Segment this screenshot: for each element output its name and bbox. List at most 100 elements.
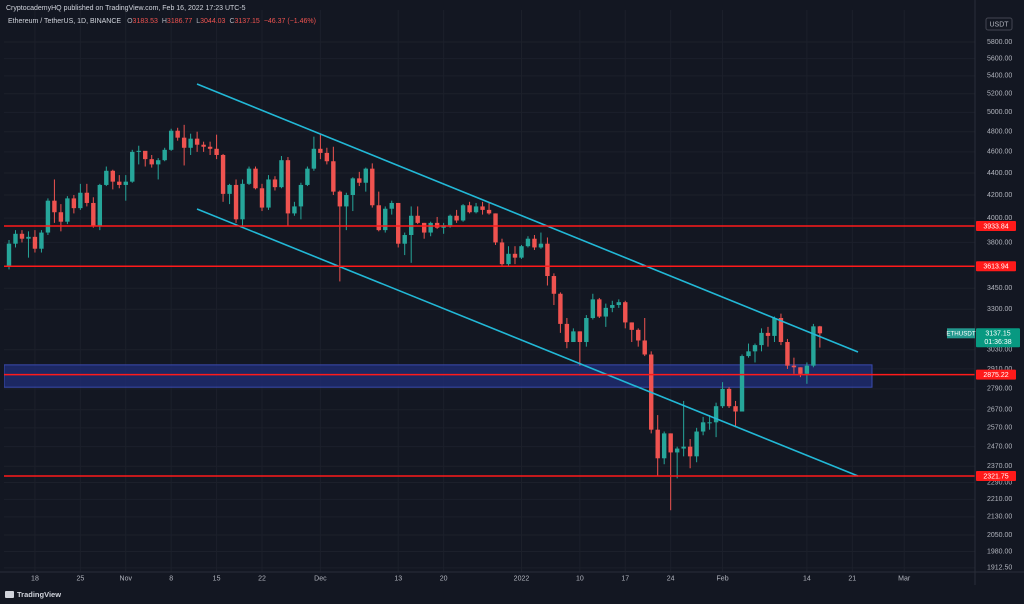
candle-body <box>91 202 96 227</box>
candle-body <box>421 222 427 233</box>
candle-body <box>694 431 699 457</box>
y-tick-label: 4200.00 <box>987 192 1012 199</box>
candle-body <box>272 179 278 188</box>
candle-body <box>454 215 459 221</box>
publisher: CryptocademyHQ published on TradingView.… <box>6 5 246 12</box>
channel-upper <box>196 83 859 353</box>
candle-body <box>370 168 375 206</box>
candle-body <box>305 168 310 185</box>
legend-key: L <box>196 18 200 25</box>
candle-body <box>389 202 394 209</box>
candle-body <box>558 293 563 324</box>
candle-body <box>19 233 25 239</box>
candle-body <box>78 192 83 209</box>
y-tick-label: 2790.00 <box>987 386 1012 393</box>
candle-body <box>480 206 485 210</box>
symbol-label: ETHUSDT <box>946 330 975 337</box>
candle-body <box>58 212 64 222</box>
candle-body <box>707 422 712 424</box>
y-tick-label: 4000.00 <box>987 215 1012 222</box>
candle-body <box>344 194 349 207</box>
legend: Ethereum / TetherUS, 1D, BINANCE O3183.53… <box>8 18 316 25</box>
candle-body <box>817 326 823 334</box>
candle-body <box>156 160 161 165</box>
candle-body <box>26 236 31 239</box>
x-tick-label: Mar <box>898 575 911 582</box>
candle-body <box>220 154 226 194</box>
candle-body <box>577 331 583 343</box>
plot-area <box>4 83 975 511</box>
candles <box>6 124 823 511</box>
last-price-tag <box>976 328 1020 348</box>
x-tick-label: Nov <box>120 575 133 582</box>
candle-body <box>279 160 284 188</box>
candle-body <box>181 137 187 148</box>
candle-body <box>661 433 667 459</box>
candle-body <box>324 152 330 162</box>
x-tick-label: 24 <box>667 575 675 582</box>
legend-key: H <box>162 18 167 25</box>
candle-body <box>136 150 141 152</box>
candle-body <box>97 184 103 227</box>
y-tick-label: 5200.00 <box>987 91 1012 98</box>
candle-body <box>110 170 115 182</box>
candle-body <box>532 238 537 248</box>
candle-body <box>233 184 239 220</box>
last-price-label: 3137.15 <box>985 331 1010 338</box>
level-tag <box>976 221 1016 232</box>
candle-body <box>603 307 609 317</box>
x-tick-label: 25 <box>76 575 84 582</box>
candle-body <box>597 299 602 317</box>
channel-lower <box>196 208 859 477</box>
candle-body <box>71 198 77 209</box>
candle-body <box>752 345 758 352</box>
x-tick-label: 14 <box>803 575 811 582</box>
candle-body <box>733 406 738 412</box>
candle-body <box>571 331 576 343</box>
level-label: 2875.22 <box>983 372 1008 379</box>
candle-body <box>765 332 771 336</box>
candle-body <box>259 188 265 208</box>
x-tick-label: 10 <box>576 575 584 582</box>
footer-bar <box>0 586 1024 604</box>
candle-body <box>383 208 388 231</box>
candle-body <box>460 205 466 221</box>
y-tick-label: 2290.00 <box>987 479 1012 486</box>
candle-body <box>227 184 232 194</box>
currency: USDT <box>989 21 1009 28</box>
candle-body <box>473 206 479 213</box>
candle-body <box>32 236 38 249</box>
y-tick-label: 1980.00 <box>987 548 1012 555</box>
y-tick-label: 1912.50 <box>987 565 1012 572</box>
candle-body <box>52 200 57 213</box>
candle-body <box>298 184 304 207</box>
support-zone <box>4 364 873 388</box>
currency-box <box>985 17 1013 31</box>
candle-body <box>130 151 135 182</box>
candle-body <box>331 161 336 192</box>
candle-body <box>447 215 453 226</box>
candle-body <box>350 178 356 195</box>
candle-body <box>584 318 589 343</box>
candle-body <box>791 365 797 368</box>
candle-body <box>811 326 816 366</box>
candle-body <box>428 222 433 233</box>
candle-body <box>700 422 706 432</box>
candle-body <box>525 238 531 247</box>
y-tick-label: 3030.00 <box>987 347 1012 354</box>
x-tick-label: 20 <box>440 575 448 582</box>
x-tick-label: 13 <box>394 575 402 582</box>
legend-change: −46.37 (−1.46%) <box>264 18 316 25</box>
legend-value: 3186.77 <box>167 18 192 25</box>
legend-value: 3137.15 <box>235 18 260 25</box>
legend-value: 3044.03 <box>200 18 225 25</box>
candle-body <box>402 235 407 244</box>
candle-body <box>713 406 719 423</box>
candle-body <box>104 170 109 185</box>
candle-body <box>564 323 570 343</box>
candle-body <box>13 233 18 244</box>
level-tag <box>976 369 1016 380</box>
